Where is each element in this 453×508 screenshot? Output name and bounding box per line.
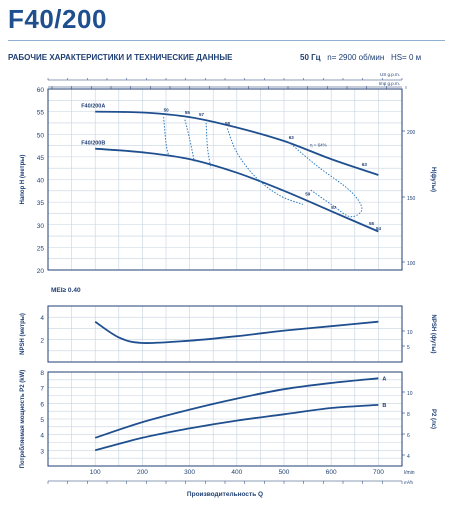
efficiency-best-label: η = 64%	[310, 142, 327, 147]
series-line-npsh-0	[94, 320, 379, 344]
hs-label: HS= 0 м	[390, 53, 422, 62]
x-axis-label: Производительность Q	[187, 491, 263, 498]
y-tick-label: 7	[40, 386, 44, 393]
top-unit-label: US g.p.m.	[380, 72, 400, 77]
npsh-y-axis-label-right: NPSH (футы)	[430, 315, 437, 354]
y-right-tick-label: 5	[407, 345, 410, 351]
y-right-tick-label: 10	[407, 330, 413, 336]
series-label: B	[382, 403, 386, 409]
efficiency-iso-line	[205, 122, 212, 169]
x-tick-label: 600	[326, 469, 337, 476]
y-tick-label: 20	[37, 268, 45, 275]
header-divider	[8, 40, 445, 41]
x-tick-label: 200	[137, 469, 148, 476]
speed-label: n= 2900 об/мин	[327, 53, 385, 62]
y-tick-label: 4	[40, 433, 44, 440]
series-line-power-A	[94, 377, 379, 439]
series-line-power-B	[94, 404, 379, 452]
operating-conditions: 50 Гц n= 2900 об/мин HS= 0 м	[300, 53, 421, 62]
x-tick-label: 400	[231, 469, 242, 476]
series-label: A	[382, 376, 386, 382]
npsh-y-axis-label: NPSH (метры)	[20, 313, 26, 355]
efficiency-value-label: 59	[305, 191, 311, 196]
y-right-tick-label: 100	[407, 261, 416, 267]
series-line-head-F40/200A	[95, 110, 379, 176]
efficiency-value-label: 55	[185, 110, 191, 115]
model-title: F40/200	[8, 4, 107, 34]
y-right-tick-label: 4	[407, 454, 410, 460]
y-right-tick-label: 150	[407, 196, 416, 202]
y-tick-label: 55	[37, 110, 45, 117]
efficiency-value-label: 63	[362, 162, 368, 167]
efficiency-iso-line	[226, 128, 304, 205]
bottom-unit-label: m³/h	[404, 480, 413, 485]
efficiency-value-label: 50	[164, 108, 170, 113]
y-right-tick-label: 200	[407, 130, 416, 136]
efficiency-value-label: 54	[376, 226, 382, 231]
efficiency-value-label: 57	[199, 112, 205, 117]
y-right-tick-label: 8	[407, 412, 410, 418]
efficiency-value-label: 58	[225, 121, 231, 126]
y-tick-label: 35	[37, 200, 45, 207]
y-tick-label: 50	[37, 132, 45, 139]
power-y-axis-label-right: P2 (лс)	[430, 409, 436, 429]
efficiency-iso-line	[163, 117, 169, 155]
y-tick-label: 45	[37, 155, 45, 162]
y-tick-label: 30	[37, 223, 45, 230]
efficiency-iso-line	[288, 141, 363, 218]
x-tick-label: 300	[184, 469, 195, 476]
y-tick-label: 2	[40, 338, 44, 345]
efficiency-value-label: 57	[331, 205, 337, 210]
mei-annotation: MEI≥ 0.40	[51, 287, 81, 294]
y-tick-label: 5	[40, 417, 44, 424]
frequency-label: 50 Гц	[300, 53, 321, 62]
series-label: F40/200B	[81, 141, 105, 147]
top-unit-label: Imp g.p.m.	[379, 81, 400, 86]
x-tick-label: 500	[279, 469, 290, 476]
x-unit-label: l/min	[404, 470, 415, 476]
series-label: F40/200A	[81, 104, 105, 110]
page-subtitle: РАБОЧИЕ ХАРАКТЕРИСТИКИ И ТЕХНИЧЕСКИЕ ДАН…	[8, 53, 233, 62]
y-tick-label: 3	[40, 448, 44, 455]
head-y-axis-label: Напор H (метры)	[20, 155, 26, 205]
y-tick-label: 8	[40, 370, 44, 377]
y-tick-label: 40	[37, 178, 45, 185]
mei-box	[49, 283, 89, 295]
npsh-frame	[47, 305, 403, 363]
x-tick-label: 700	[373, 469, 384, 476]
y-right-tick-label: 6	[407, 433, 410, 439]
y-tick-label: 25	[37, 245, 45, 252]
y-right-tick-label: 10	[407, 391, 413, 397]
power-frame	[47, 371, 403, 467]
head-y-axis-label-right: H(футы)	[430, 167, 437, 192]
y-tick-label: 6	[40, 401, 44, 408]
y-tick-label: 60	[37, 87, 45, 94]
efficiency-value-label: 63	[289, 135, 295, 140]
y-tick-label: 4	[40, 315, 44, 322]
efficiency-value-label: 55	[369, 221, 375, 226]
x-tick-label: 100	[90, 469, 101, 476]
power-y-axis-label: Потребляемая мощность P2 (kW)	[19, 370, 26, 469]
series-line-head-F40/200B	[95, 147, 379, 233]
efficiency-iso-line	[184, 119, 195, 162]
head-frame	[47, 88, 403, 271]
